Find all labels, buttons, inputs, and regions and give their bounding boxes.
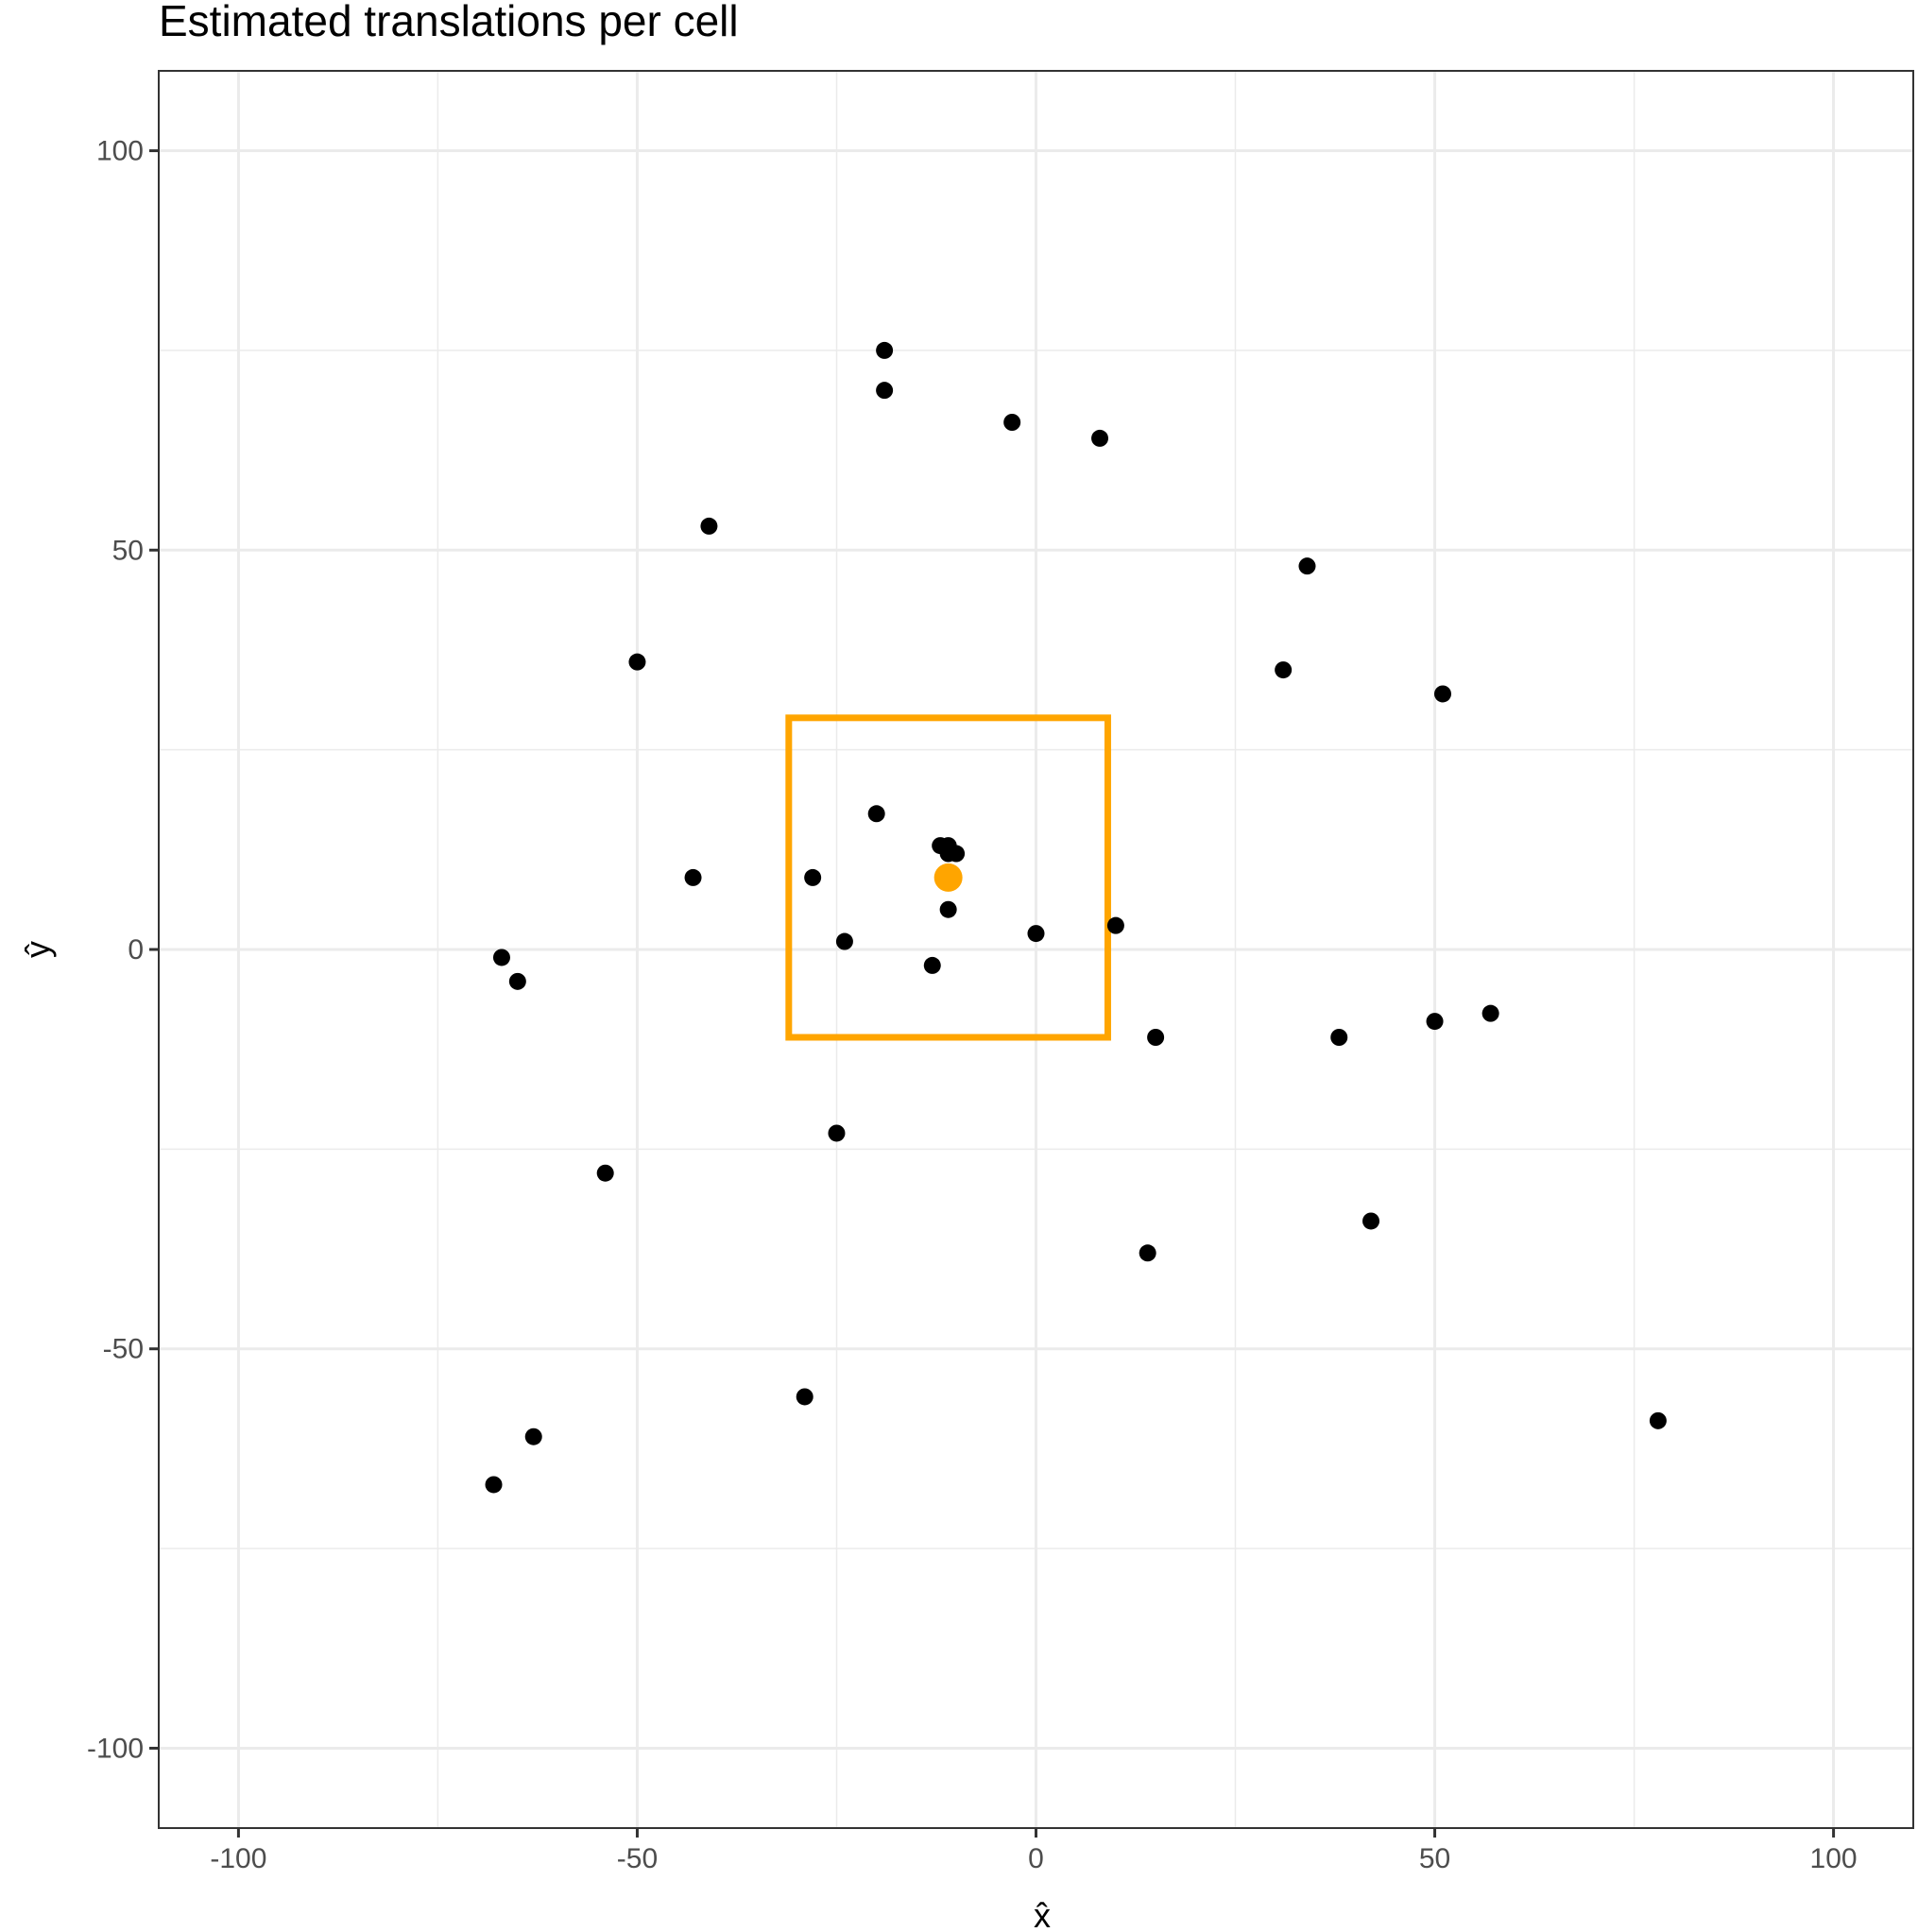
data-point bbox=[939, 900, 957, 918]
data-point bbox=[492, 949, 510, 966]
data-point bbox=[948, 845, 966, 863]
y-axis-ticks: -100 -50 0 50 100 bbox=[87, 136, 159, 1764]
data-point bbox=[1298, 557, 1316, 575]
data-point bbox=[1433, 685, 1451, 703]
x-tick-label: -50 bbox=[617, 1843, 658, 1874]
data-point bbox=[1275, 661, 1293, 679]
data-point bbox=[1362, 1212, 1380, 1230]
data-point bbox=[1481, 1004, 1499, 1022]
data-point bbox=[1330, 1029, 1348, 1046]
data-point bbox=[1649, 1411, 1667, 1429]
y-tick-label: 0 bbox=[128, 934, 144, 966]
y-tick-label: -50 bbox=[103, 1334, 144, 1365]
data-point bbox=[684, 868, 702, 886]
y-axis-label: ŷ bbox=[18, 941, 57, 958]
highlight-box-layer bbox=[785, 714, 1111, 1041]
data-point bbox=[1106, 916, 1124, 934]
data-point bbox=[867, 805, 885, 823]
data-point bbox=[828, 1124, 846, 1142]
data-point bbox=[1147, 1029, 1165, 1046]
data-point bbox=[796, 1388, 813, 1406]
data-point bbox=[835, 932, 853, 950]
y-tick-label: 50 bbox=[112, 535, 144, 566]
x-tick-label: 0 bbox=[1028, 1843, 1044, 1874]
data-point bbox=[628, 653, 646, 671]
data-point bbox=[1027, 925, 1045, 943]
data-point bbox=[596, 1164, 614, 1182]
data-point bbox=[508, 972, 526, 990]
y-tick-label: -100 bbox=[87, 1733, 144, 1764]
highlight-point-layer bbox=[933, 863, 963, 892]
x-axis-ticks: -100 -50 0 50 100 bbox=[210, 1828, 1858, 1874]
data-points bbox=[485, 341, 1667, 1494]
data-point bbox=[876, 341, 894, 359]
x-tick-label: 50 bbox=[1419, 1843, 1450, 1874]
data-point bbox=[1003, 414, 1021, 431]
data-point bbox=[700, 517, 718, 535]
data-point bbox=[1139, 1244, 1156, 1262]
chart-title: Estimated translations per cell bbox=[159, 0, 739, 45]
data-point bbox=[1426, 1013, 1444, 1031]
data-point bbox=[923, 956, 941, 974]
highlight-box bbox=[785, 714, 1111, 1041]
x-axis-label: x̂ bbox=[1034, 1896, 1051, 1932]
data-point bbox=[876, 382, 894, 400]
data-point bbox=[804, 868, 822, 886]
data-point bbox=[524, 1428, 542, 1445]
x-tick-label: 100 bbox=[1810, 1843, 1858, 1874]
data-point bbox=[485, 1476, 503, 1494]
y-tick-label: 100 bbox=[96, 136, 144, 167]
x-tick-label: -100 bbox=[210, 1843, 266, 1874]
major-gridlines bbox=[159, 71, 1913, 1828]
highlight-point bbox=[933, 863, 963, 892]
data-point bbox=[1091, 429, 1109, 447]
